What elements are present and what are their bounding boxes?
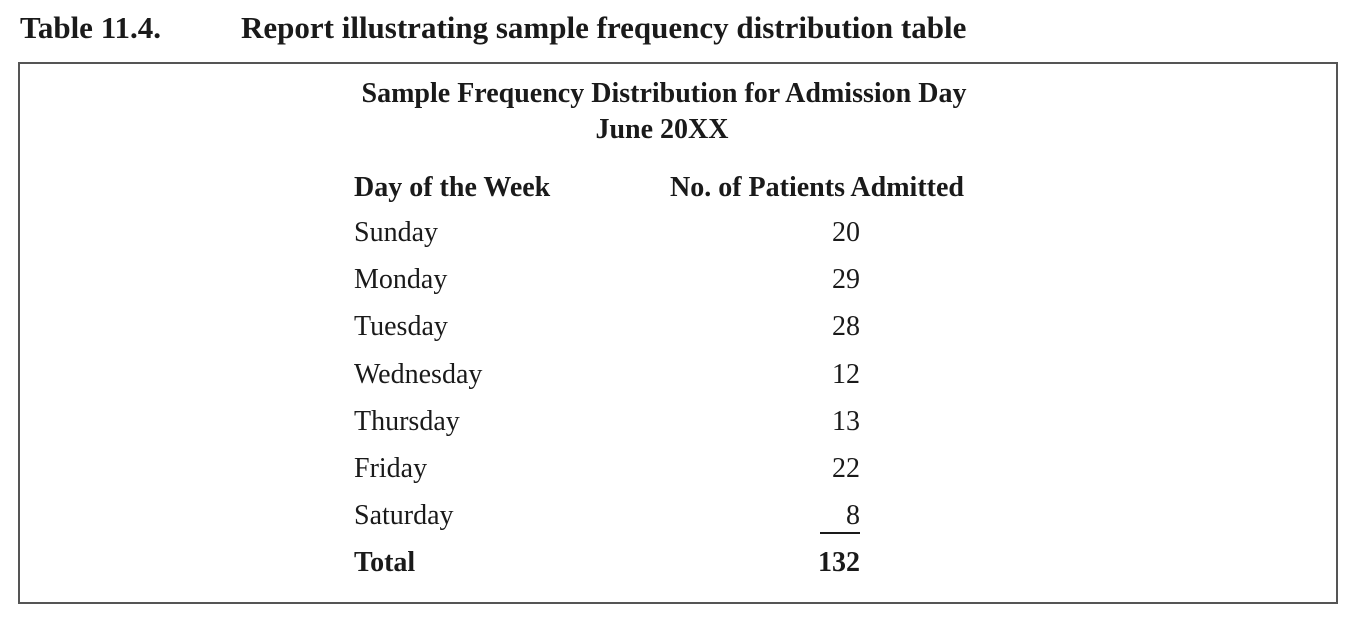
count-cell: 29 bbox=[832, 264, 860, 295]
total-row: Total 132 bbox=[20, 547, 1340, 587]
table-row: Tuesday 28 bbox=[20, 311, 1340, 351]
count-cell: 8 bbox=[760, 500, 860, 534]
caption-number: Table 11.4. bbox=[20, 10, 161, 45]
total-label: Total bbox=[354, 547, 416, 578]
caption-title: Report illustrating sample frequency dis… bbox=[241, 10, 967, 45]
day-cell: Monday bbox=[354, 264, 448, 295]
day-cell: Thursday bbox=[354, 406, 460, 437]
day-cell: Friday bbox=[354, 453, 428, 484]
count-cell: 13 bbox=[832, 406, 860, 437]
day-cell: Sunday bbox=[354, 217, 438, 248]
table-row: Sunday 20 bbox=[20, 217, 1340, 257]
count-cell: 12 bbox=[832, 359, 860, 390]
table-row: Wednesday 12 bbox=[20, 359, 1340, 399]
count-value-underlined: 8 bbox=[820, 500, 860, 534]
table-row: Thursday 13 bbox=[20, 406, 1340, 446]
column-header-day: Day of the Week bbox=[354, 172, 551, 203]
count-cell: 28 bbox=[832, 311, 860, 342]
table-row: Monday 29 bbox=[20, 264, 1340, 304]
day-cell: Tuesday bbox=[354, 311, 448, 342]
day-cell: Saturday bbox=[354, 500, 454, 531]
day-cell: Wednesday bbox=[354, 359, 483, 390]
report-subtitle: June 20XX bbox=[595, 114, 729, 145]
column-header-count: No. of Patients Admitted bbox=[670, 172, 964, 203]
table-row: Saturday 8 bbox=[20, 500, 1340, 540]
total-count: 132 bbox=[818, 547, 860, 578]
table-row: Friday 22 bbox=[20, 453, 1340, 493]
count-cell: 20 bbox=[832, 217, 860, 248]
count-cell: 22 bbox=[832, 453, 860, 484]
report-title: Sample Frequency Distribution for Admiss… bbox=[361, 78, 967, 109]
report-frame: Sample Frequency Distribution for Admiss… bbox=[18, 62, 1338, 604]
